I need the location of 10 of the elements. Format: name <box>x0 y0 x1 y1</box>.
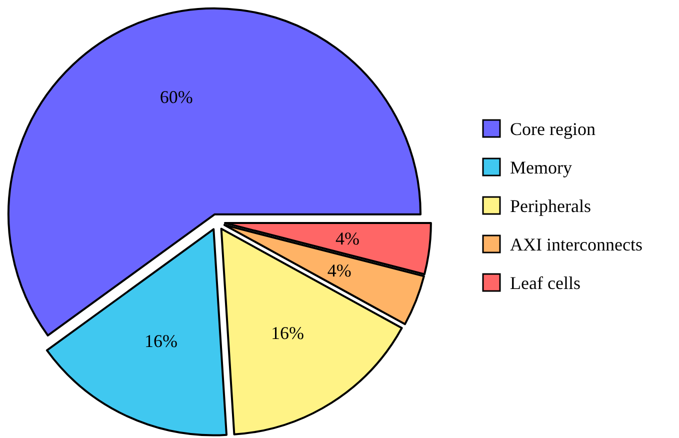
legend-label: Leaf cells <box>510 273 580 293</box>
legend-label: Memory <box>510 158 572 178</box>
legend-label: Core region <box>510 119 596 139</box>
legend-label: AXI interconnects <box>510 234 642 254</box>
data-label: 16% <box>271 323 304 344</box>
legend-label: Peripherals <box>510 196 591 216</box>
data-label: 60% <box>160 86 193 107</box>
data-label: 4% <box>336 228 360 248</box>
data-label: 4% <box>327 260 352 280</box>
data-label: 16% <box>144 331 178 352</box>
